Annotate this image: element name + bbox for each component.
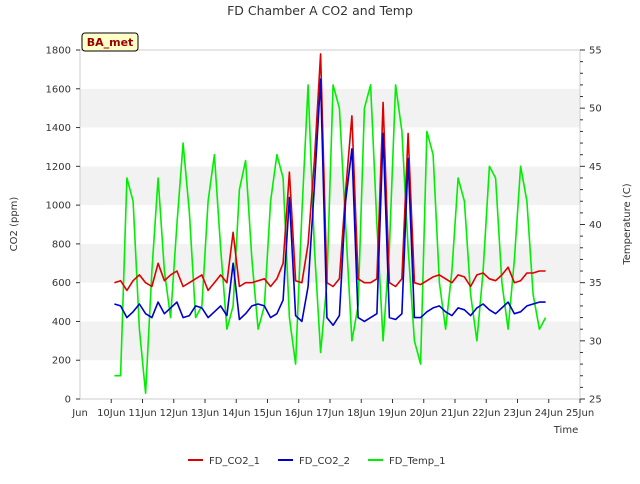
series-line-fd-temp-1 bbox=[114, 84, 547, 395]
y-left-tick-label: 1000 bbox=[46, 201, 71, 212]
site-badge: BA_met bbox=[81, 32, 139, 52]
x-tick-label: 19Jun bbox=[378, 408, 406, 419]
y-left-tick-label: 1600 bbox=[46, 84, 71, 95]
site-badge-box bbox=[81, 32, 139, 52]
x-tick-label: 24Jun bbox=[535, 408, 563, 419]
x-tick-label: 23Jun bbox=[503, 408, 531, 419]
x-tick-label: 25Jun bbox=[566, 408, 594, 419]
grid-band bbox=[80, 360, 580, 399]
y-axis-left-label: CO2 (ppm) bbox=[9, 197, 20, 252]
y-right-tick-label: 35 bbox=[589, 278, 602, 289]
series-line-fd-co2-2 bbox=[114, 78, 546, 327]
x-tick-label: 20Jun bbox=[410, 408, 438, 419]
y-right-tick-label: 40 bbox=[589, 220, 602, 231]
series-layer bbox=[114, 53, 547, 395]
legend-label: FD_CO2_1 bbox=[209, 456, 260, 467]
y-right-tick-label: 30 bbox=[589, 336, 602, 347]
y-left-tick-label: 1200 bbox=[46, 162, 71, 173]
x-tick-label: 13Jun bbox=[191, 408, 219, 419]
y-left-tick-label: 200 bbox=[52, 356, 71, 367]
legend-label: FD_CO2_2 bbox=[299, 456, 350, 467]
legend: FD_CO2_1 FD_CO2_2 FD_Temp_1 bbox=[188, 456, 445, 467]
x-tick-label: 18Jun bbox=[347, 408, 375, 419]
y-axis-right: 25 30 35 40 45 50 55 bbox=[580, 46, 602, 406]
x-tick-label: 16Jun bbox=[285, 408, 313, 419]
x-tick-label: 17Jun bbox=[316, 408, 344, 419]
site-badge-label: BA_met bbox=[87, 36, 134, 49]
x-tick-label: 14Jun bbox=[222, 408, 250, 419]
y-left-tick-label: 600 bbox=[52, 278, 71, 289]
grid-band bbox=[80, 321, 580, 361]
y-axis-right-label: Temperature (C) bbox=[622, 183, 633, 265]
x-axis-label: Time bbox=[553, 425, 578, 436]
x-tick-label: 11Jun bbox=[128, 408, 156, 419]
y-axis-left: 0 200 400 600 800 1000 1200 1400 1600 1800 bbox=[46, 46, 80, 406]
y-left-tick-label: 800 bbox=[52, 239, 71, 250]
y-right-tick-label: 25 bbox=[589, 395, 602, 406]
y-right-tick-label: 45 bbox=[589, 162, 602, 173]
x-tick-label: 22Jun bbox=[472, 408, 500, 419]
grid-band bbox=[80, 205, 580, 244]
grid-band bbox=[80, 50, 580, 89]
series-line-fd-co2-1 bbox=[114, 53, 546, 292]
y-left-tick-label: 0 bbox=[65, 395, 71, 406]
y-left-tick-label: 400 bbox=[52, 317, 71, 328]
x-tick-label: 10Jun bbox=[97, 408, 125, 419]
y-left-tick-label: 1800 bbox=[46, 46, 71, 57]
x-tick-label: Jun bbox=[71, 408, 88, 419]
y-right-tick-label: 55 bbox=[589, 46, 602, 57]
y-right-tick-label: 50 bbox=[589, 104, 602, 115]
grid-band bbox=[80, 282, 580, 322]
x-tick-label: 21Jun bbox=[441, 408, 469, 419]
grid-band bbox=[80, 88, 580, 128]
x-axis: 10Jun 11Jun 12Jun 13Jun 14Jun 15Jun 16Jun 17Jun… bbox=[71, 399, 594, 419]
x-tick-label: 15Jun bbox=[253, 408, 281, 419]
y-left-tick-label: 1400 bbox=[46, 123, 71, 134]
x-tick-label: 12Jun bbox=[160, 408, 188, 419]
legend-label: FD_Temp_1 bbox=[389, 456, 445, 467]
chart-title: FD Chamber A CO2 and Temp bbox=[227, 3, 413, 18]
